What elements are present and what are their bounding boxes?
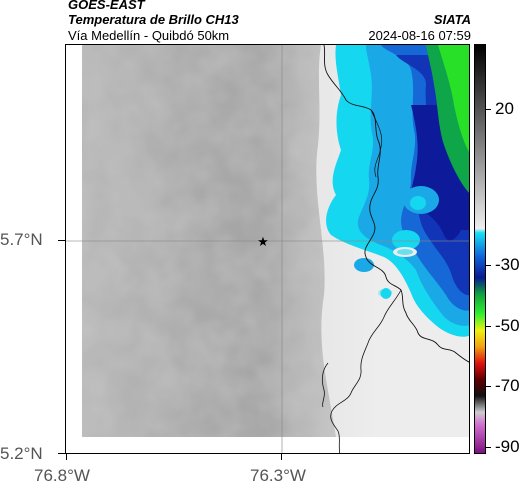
product-title: Temperatura de Brillo CH13 xyxy=(68,12,239,27)
lon-label-76-3: 76.3°W xyxy=(250,466,306,485)
lon-tick xyxy=(281,454,282,460)
lon-tick-left xyxy=(66,454,67,460)
location-marker: ★ xyxy=(257,234,269,249)
convective-cloud xyxy=(326,45,469,337)
colorbar-tick-minus70 xyxy=(486,386,491,387)
lat-tick xyxy=(58,240,65,241)
route-subtitle: Vía Medellín - Quibdó 50km xyxy=(68,28,230,43)
organization-label: SIATA xyxy=(433,12,471,27)
colorbar-label-20: 20 xyxy=(495,99,514,118)
map-canvas: ★ xyxy=(66,45,469,453)
colorbar xyxy=(474,44,486,454)
colorbar-label-minus90: -90 xyxy=(495,437,520,456)
satellite-map: ★ xyxy=(65,44,470,454)
lat-tick-bottom xyxy=(58,453,65,454)
border-line xyxy=(330,289,402,453)
lat-label-5-2: 5.2°N xyxy=(0,444,43,463)
coastline xyxy=(323,45,469,363)
colorbar-tick-minus30 xyxy=(486,265,491,266)
colorbar-tick-minus90 xyxy=(486,447,491,448)
isolated-cloud-cell xyxy=(381,289,391,299)
timestamp-label: 2024-08-16 07:59 xyxy=(368,28,471,43)
lat-label-5-7: 5.7°N xyxy=(0,230,43,249)
colorbar-label-minus70: -70 xyxy=(495,376,520,395)
river-boundary xyxy=(370,109,383,178)
colorbar-tick-minus50 xyxy=(486,326,491,327)
coast-detail xyxy=(321,362,329,408)
lon-label-76-8: 76.8°W xyxy=(34,466,90,485)
satellite-title: GOES-EAST xyxy=(68,0,145,12)
colorbar-tick-20 xyxy=(486,109,491,110)
colorbar-label-minus50: -50 xyxy=(495,316,520,335)
colorbar-gradient xyxy=(475,45,485,453)
colorbar-label-minus30: -30 xyxy=(495,255,520,274)
